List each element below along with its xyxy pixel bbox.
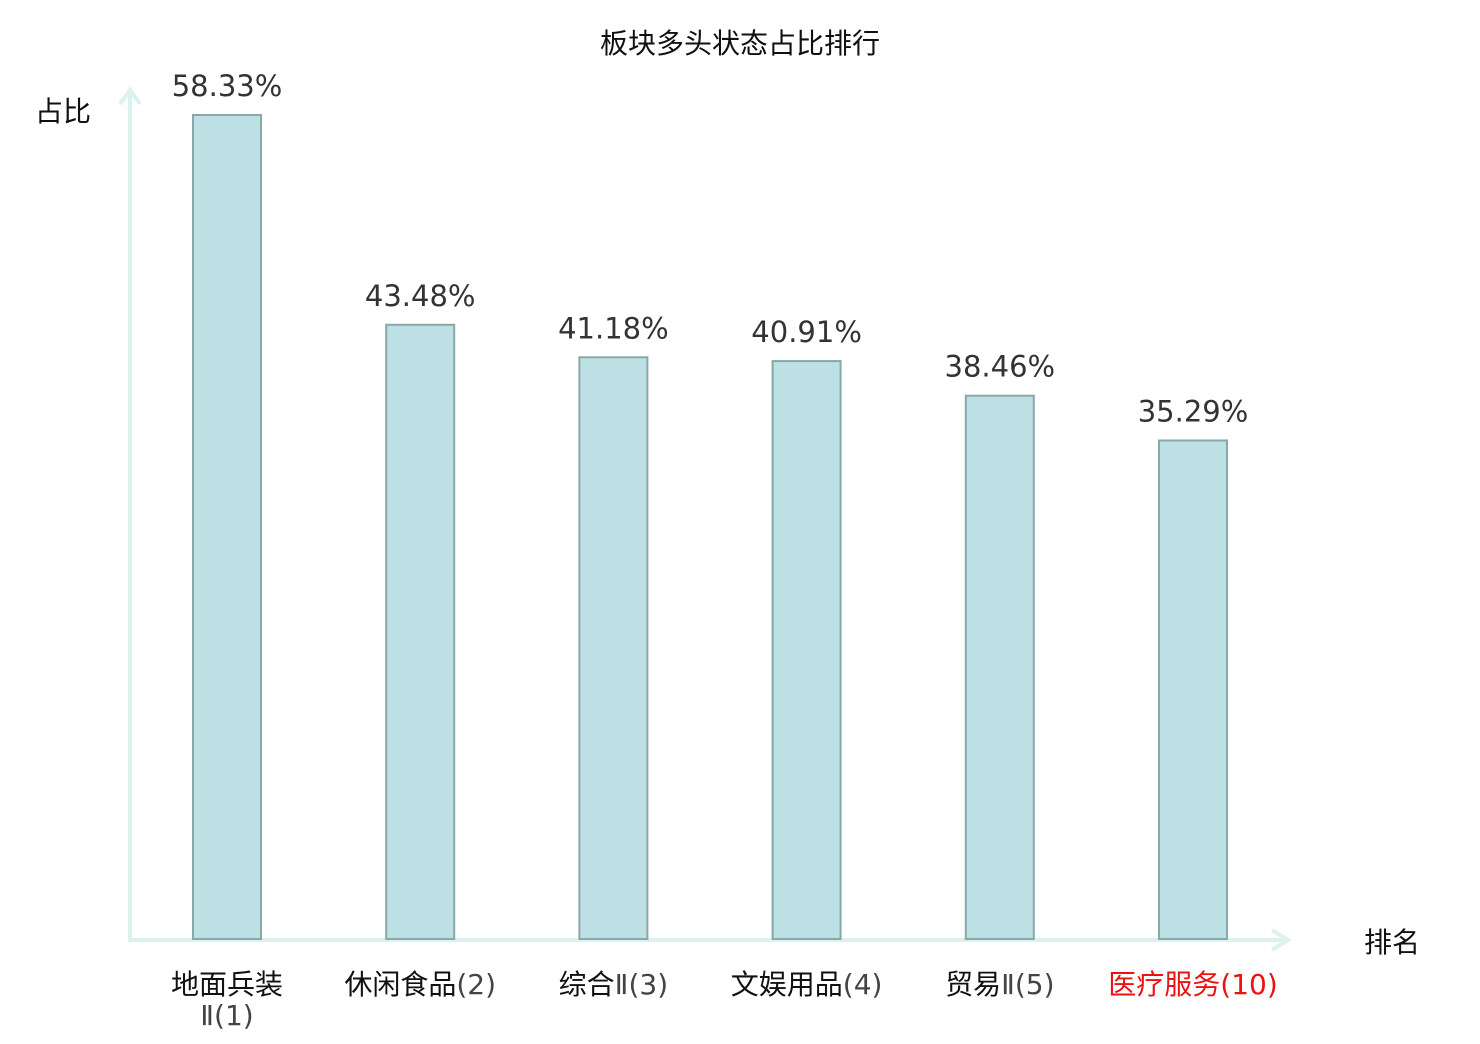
x-tick-name: 贸易 (945, 968, 1001, 1001)
bar (1158, 439, 1228, 940)
y-axis-arrow-icon (118, 86, 142, 106)
data-label: 35.29% (1138, 394, 1249, 428)
data-label: 38.46% (945, 350, 1056, 384)
x-tick-name: 医疗服务 (1108, 968, 1220, 1001)
x-tick-label: 综合Ⅱ(3) (559, 968, 668, 1001)
data-label: 40.91% (751, 315, 862, 349)
data-label: 58.33% (172, 69, 283, 103)
x-tick-name: 文娱用品 (731, 968, 843, 1001)
x-tick-rank: (2) (456, 968, 496, 1001)
data-label: 43.48% (365, 279, 476, 313)
data-label: 41.18% (558, 311, 669, 345)
axes (118, 86, 1292, 952)
x-tick-label: 贸易Ⅱ(5) (945, 968, 1054, 1001)
bar (385, 323, 456, 941)
x-tick-name: 休闲食品 (344, 968, 456, 1001)
x-tick-label: 地面兵装 (171, 968, 283, 1001)
chart-title: 板块多头状态占比排行 (600, 27, 880, 60)
x-tick-rank: Ⅱ(5) (1001, 968, 1054, 1001)
bar (578, 356, 649, 941)
x-tick-label: 休闲食品(2) (344, 968, 496, 1001)
x-tick-rank: (4) (843, 968, 883, 1001)
bar (964, 394, 1035, 940)
x-axis-arrow-icon (1270, 928, 1292, 952)
x-tick-label: 医疗服务(10) (1108, 968, 1278, 1001)
x-tick-name: 综合 (559, 968, 615, 1001)
x-tick-label: 文娱用品(4) (731, 968, 883, 1001)
bar (771, 360, 842, 941)
x-tick-rank: Ⅱ(1) (200, 999, 253, 1032)
x-axis-label: 排名 (1364, 926, 1420, 959)
bar (192, 114, 262, 940)
y-axis-label: 占比 (35, 95, 91, 128)
x-tick-rank: (10) (1220, 968, 1277, 1001)
x-tick-rank: Ⅱ(3) (615, 968, 668, 1001)
